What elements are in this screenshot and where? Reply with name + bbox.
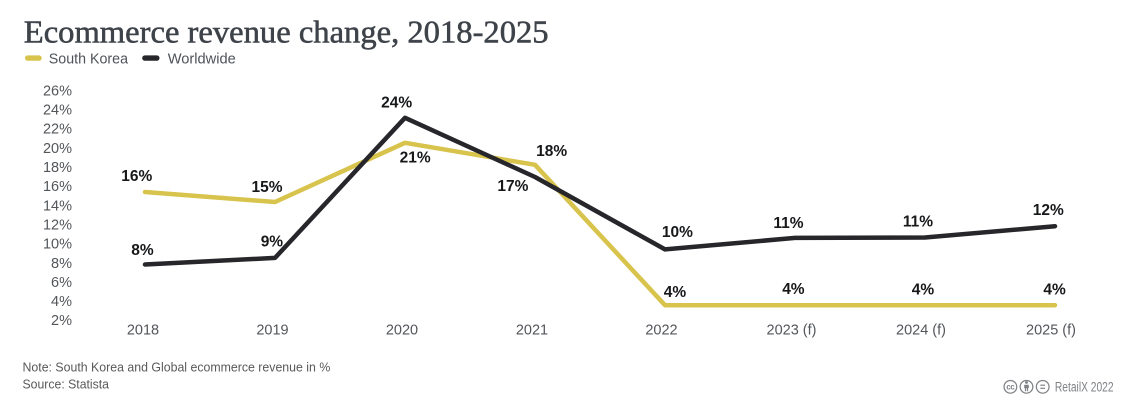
svg-text:12%: 12% (1033, 202, 1064, 219)
svg-text:8%: 8% (131, 242, 154, 259)
svg-text:2020: 2020 (386, 323, 418, 339)
svg-text:2024 (f): 2024 (f) (896, 323, 946, 339)
svg-text:cc: cc (1006, 383, 1015, 392)
svg-text:10%: 10% (662, 224, 693, 241)
svg-text:2021: 2021 (516, 323, 548, 339)
svg-text:16%: 16% (121, 168, 152, 185)
svg-text:Source: Statista: Source: Statista (23, 377, 110, 392)
svg-text:4%: 4% (912, 281, 935, 298)
svg-text:4%: 4% (782, 281, 805, 298)
svg-text:24%: 24% (43, 103, 72, 119)
svg-text:26%: 26% (43, 83, 72, 99)
svg-text:24%: 24% (381, 95, 412, 112)
svg-text:15%: 15% (251, 179, 282, 196)
svg-text:11%: 11% (773, 215, 803, 232)
svg-text:2022: 2022 (645, 323, 677, 339)
svg-text:8%: 8% (51, 256, 72, 272)
svg-text:2%: 2% (51, 313, 72, 329)
svg-text:2023 (f): 2023 (f) (767, 323, 817, 339)
svg-text:10%: 10% (43, 237, 72, 253)
svg-text:RetailX 2022: RetailX 2022 (1055, 380, 1114, 395)
svg-text:14%: 14% (43, 198, 72, 214)
svg-text:Ecommerce revenue change, 2018: Ecommerce revenue change, 2018-2025 (24, 14, 549, 50)
svg-text:22%: 22% (43, 122, 72, 138)
svg-text:21%: 21% (400, 150, 431, 167)
svg-text:16%: 16% (43, 179, 72, 195)
svg-text:4%: 4% (664, 284, 687, 301)
svg-text:2018: 2018 (127, 323, 159, 339)
svg-text:6%: 6% (51, 275, 72, 291)
svg-text:20%: 20% (43, 141, 72, 157)
svg-text:12%: 12% (43, 217, 72, 233)
svg-text:Note: South Korea and Global e: Note: South Korea and Global ecommerce r… (23, 360, 331, 375)
svg-text:9%: 9% (261, 233, 284, 250)
svg-text:4%: 4% (1043, 282, 1066, 299)
svg-text:11%: 11% (903, 214, 933, 231)
svg-text:17%: 17% (497, 178, 528, 195)
svg-text:18%: 18% (43, 160, 72, 176)
svg-text:2025 (f): 2025 (f) (1026, 323, 1076, 339)
svg-text:18%: 18% (536, 143, 567, 160)
svg-text:Worldwide: Worldwide (168, 51, 236, 67)
svg-text:South Korea: South Korea (49, 51, 129, 67)
svg-text:4%: 4% (51, 294, 72, 310)
svg-text:2019: 2019 (256, 323, 288, 339)
